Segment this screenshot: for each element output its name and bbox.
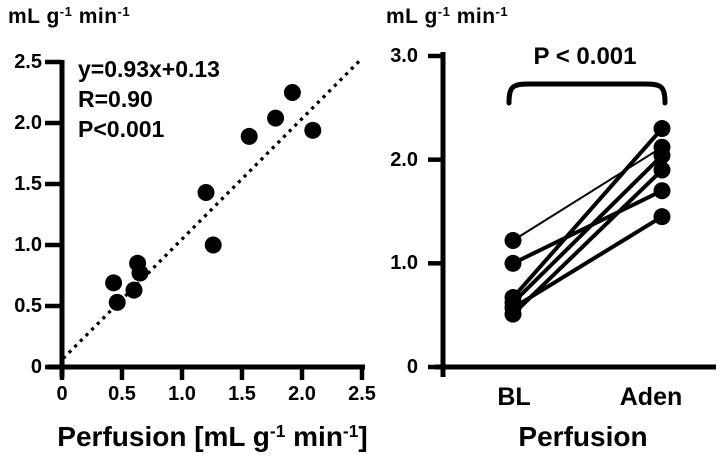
bl-point	[504, 305, 522, 323]
aden-point	[653, 161, 671, 179]
left-x-tick-label: 0	[56, 383, 68, 405]
bl-point	[504, 232, 522, 250]
scatter-point	[105, 274, 123, 292]
significance-p-label: P < 0.001	[533, 43, 637, 70]
left-x-axis-title-text: Perfusion [mL g	[57, 421, 270, 452]
left-y-tick-label: 2.0	[14, 112, 42, 134]
regression-p-value: P<0.001	[78, 116, 165, 142]
pair-line	[511, 127, 664, 299]
left-y-tick-label: 1.0	[14, 234, 42, 256]
left-x-axis-title-sup2: -1	[342, 420, 359, 441]
right-y-axis-title-sup1: -1	[437, 4, 451, 20]
aden-point	[653, 182, 671, 200]
right-y-axis-title-text: mL g	[386, 5, 438, 28]
regression-equation: y=0.93x+0.13	[78, 56, 220, 82]
left-x-axis-title-mid: min	[285, 421, 343, 452]
scatter-point	[240, 127, 258, 145]
left-y-tick-label: 2.5	[14, 51, 42, 73]
pair-line	[512, 146, 663, 242]
left-y-axis-title-mid: min	[72, 5, 118, 28]
right-y-tick-label: 2.0	[390, 148, 418, 171]
right-x-axis-title: Perfusion	[518, 421, 648, 452]
significance-bracket	[506, 81, 668, 106]
pair-line	[511, 168, 664, 316]
scatter-point	[267, 109, 285, 127]
regression-annotation: y=0.93x+0.13 R=0.90 P<0.001	[78, 54, 220, 144]
right-y-tick-label: 3.0	[390, 44, 418, 67]
aden-point	[653, 120, 671, 138]
scatter-point	[125, 281, 143, 299]
left-y-tick-label: 0.5	[14, 295, 42, 317]
aden-point	[653, 147, 671, 165]
scatter-point	[197, 184, 215, 202]
left-y-axis-title-sup2: -1	[117, 4, 131, 20]
right-y-tick-label: 0	[406, 356, 418, 378]
scatter-point	[108, 293, 126, 311]
left-y-axis-title-text: mL g	[8, 5, 60, 28]
left-x-axis-title-sup1: -1	[269, 420, 286, 441]
left-x-tick-label: 1.5	[228, 383, 256, 405]
regression-r-value: R=0.90	[78, 86, 153, 112]
category-label-aden: Aden	[619, 383, 683, 411]
left-x-tick-label: 0.5	[108, 383, 136, 405]
left-x-tick-label: 1.0	[168, 383, 196, 405]
bl-point	[504, 254, 522, 272]
scatter-point	[204, 236, 222, 254]
left-y-axis-title-sup1: -1	[59, 4, 73, 20]
aden-point	[653, 208, 671, 226]
right-y-tick-label: 1.0	[390, 252, 418, 275]
left-x-axis-title-post: ]	[358, 421, 368, 452]
right-y-axis-title-mid: min	[450, 5, 496, 28]
pair-line	[511, 154, 664, 305]
scatter-point	[283, 84, 301, 101]
left-y-axis-title: mL g-1 min-1	[8, 4, 131, 29]
regression-dotted-line	[62, 58, 362, 360]
category-label-bl: BL	[497, 383, 531, 411]
left-x-tick-label: 2.0	[288, 383, 316, 405]
right-y-axis-title: mL g-1 min-1	[386, 4, 509, 29]
left-y-tick-label: 0	[30, 356, 42, 378]
left-x-axis-title: Perfusion [mL g-1 min-1]	[40, 421, 385, 453]
right-y-axis-title-sup2: -1	[495, 4, 509, 20]
left-y-tick-label: 1.5	[14, 173, 42, 195]
scatter-point	[131, 264, 149, 282]
left-x-tick-label: 2.5	[348, 383, 376, 405]
scatter-point	[304, 121, 322, 139]
